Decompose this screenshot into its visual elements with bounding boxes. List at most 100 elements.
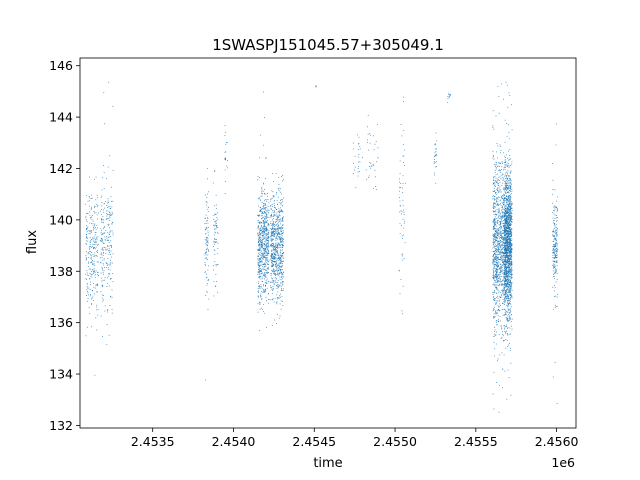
data-point: [555, 123, 557, 125]
data-point: [275, 221, 277, 222]
data-point: [282, 280, 284, 282]
data-point: [508, 256, 510, 258]
data-point: [502, 215, 504, 217]
data-point: [92, 289, 93, 291]
data-point: [206, 249, 208, 250]
data-point: [264, 248, 266, 249]
data-point: [504, 202, 505, 204]
data-point: [213, 224, 215, 226]
data-point: [492, 221, 494, 223]
data-point: [282, 261, 284, 262]
data-point: [89, 246, 91, 247]
data-point: [507, 254, 508, 256]
data-point: [264, 252, 265, 253]
data-point: [259, 214, 260, 216]
data-point: [501, 173, 503, 175]
data-point: [505, 256, 507, 258]
data-point: [112, 281, 114, 282]
data-point: [509, 154, 510, 156]
data-point: [505, 196, 507, 197]
data-point: [257, 263, 259, 265]
data-point: [267, 208, 269, 210]
data-point: [263, 262, 265, 264]
data-point: [497, 300, 499, 302]
data-point: [277, 230, 279, 232]
data-point: [275, 274, 276, 275]
data-point: [276, 262, 278, 264]
data-point: [267, 253, 269, 254]
data-point: [102, 268, 103, 269]
data-point: [278, 273, 280, 275]
data-point: [556, 243, 558, 245]
data-point: [207, 240, 209, 242]
data-point: [265, 241, 267, 243]
data-point: [280, 199, 282, 201]
data-point: [511, 218, 513, 220]
data-point: [501, 271, 503, 273]
data-point: [511, 271, 513, 273]
data-point: [506, 199, 508, 201]
data-point: [509, 175, 511, 177]
data-point: [258, 240, 260, 242]
data-point: [504, 289, 506, 291]
data-point: [281, 260, 283, 262]
data-point: [205, 257, 207, 259]
data-point: [510, 270, 512, 272]
data-point: [274, 214, 276, 216]
data-point: [510, 247, 511, 249]
data-point: [507, 283, 508, 285]
data-point: [509, 225, 511, 227]
data-point: [506, 226, 508, 228]
data-point: [263, 250, 265, 252]
data-point: [274, 215, 276, 217]
data-point: [268, 268, 270, 270]
data-point: [507, 191, 508, 193]
data-point: [281, 279, 283, 281]
data-point: [104, 310, 106, 312]
data-point: [499, 243, 501, 245]
data-point: [504, 245, 506, 247]
data-point: [501, 243, 503, 245]
data-point: [495, 201, 497, 203]
data-point: [493, 267, 494, 269]
data-point: [259, 221, 261, 223]
data-point: [507, 192, 509, 193]
data-point: [273, 261, 275, 262]
data-point: [495, 275, 497, 277]
data-point: [280, 229, 282, 230]
data-point: [507, 276, 509, 278]
data-point: [272, 196, 274, 198]
data-point: [258, 228, 260, 230]
data-point: [498, 296, 500, 298]
data-point: [503, 212, 505, 214]
data-point: [552, 241, 554, 242]
data-point: [500, 320, 501, 322]
data-point: [510, 299, 511, 300]
data-point: [272, 219, 273, 221]
data-point: [502, 302, 503, 304]
data-point: [265, 212, 266, 213]
data-point: [92, 295, 94, 297]
data-point: [271, 235, 272, 237]
data-point: [212, 269, 214, 271]
data-point: [496, 214, 498, 216]
data-point: [505, 314, 507, 316]
data-point: [506, 295, 508, 296]
data-point: [403, 211, 405, 213]
data-point: [271, 254, 272, 255]
data-point: [495, 204, 497, 206]
data-point: [507, 272, 508, 274]
data-point: [494, 176, 496, 178]
data-point: [506, 339, 508, 341]
data-point: [273, 223, 274, 225]
data-point: [552, 252, 554, 254]
data-point: [555, 257, 557, 258]
data-point: [507, 286, 509, 288]
data-point: [495, 312, 497, 314]
data-point: [501, 237, 502, 238]
data-point: [509, 292, 511, 294]
data-point: [506, 224, 508, 226]
data-point: [277, 264, 279, 266]
data-point: [504, 225, 505, 227]
data-point: [509, 258, 510, 259]
